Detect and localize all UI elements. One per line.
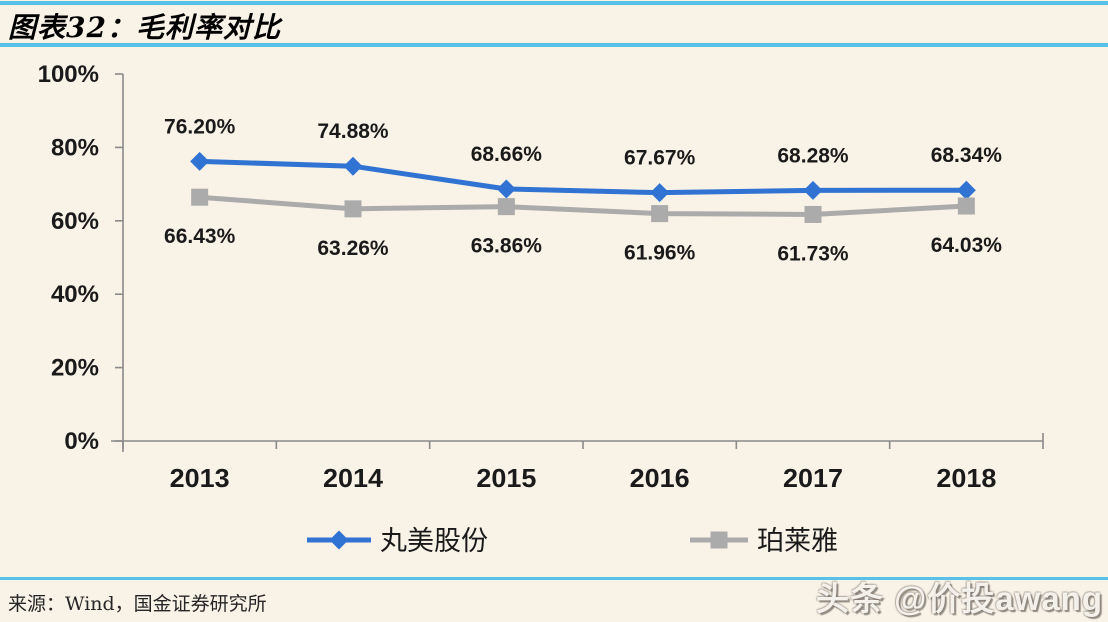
data-label: 68.66% [471,143,543,166]
figure-title: 图表32：毛利率对比 [8,11,281,44]
legend-label: 珀莱雅 [757,526,838,557]
y-tick-label: 0% [64,428,99,455]
x-axis-label: 2017 [783,463,843,493]
data-label: 68.34% [931,144,1003,167]
legend-marker-swatch [329,530,349,550]
data-point-marker [650,183,670,203]
series-1: 66.43% 63.26% 63.86% 61.96% 61.73% 64.03% [164,188,1003,265]
x-axis-label: 2013 [170,463,230,493]
data-point-marker [343,156,363,176]
data-label: 67.67% [624,147,696,170]
legend-item-0: 丸美股份 [307,526,488,557]
data-point-marker [191,188,209,206]
data-label: 61.73% [777,242,849,265]
header-bottom-rule [0,43,1108,47]
data-label: 76.20% [164,115,236,138]
data-point-marker [803,180,823,200]
y-tick-label: 40% [51,281,99,308]
data-label: 74.88% [317,120,389,143]
y-tick-label: 80% [51,134,99,161]
data-point-marker [651,205,669,223]
data-point-marker [497,198,515,216]
x-axis-label: 2014 [323,463,384,493]
x-axis-label: 2018 [936,463,996,493]
data-point-marker [956,180,976,200]
watermark: 头条 @价投awang [815,580,1103,617]
data-point-marker [804,205,822,223]
y-tick-label: 100% [38,61,99,88]
data-point-marker [957,197,975,215]
y-tick-label: 20% [51,355,99,382]
footer-rule [0,577,1108,580]
series-line-0 [197,158,969,196]
data-label: 63.26% [317,237,389,260]
data-label: 64.03% [931,234,1003,257]
source-note: 来源：Wind，国金证券研究所 [8,593,267,615]
series-line-1 [197,194,969,217]
x-axis-label: 2016 [630,463,690,493]
legend-item-1: 珀莱雅 [690,526,838,557]
header-top-rule [0,1,1108,5]
data-point-marker [344,200,362,218]
legend-label: 丸美股份 [380,526,488,557]
data-label: 63.86% [471,235,543,258]
data-point-marker [496,179,516,199]
y-tick-label: 60% [51,208,99,235]
series-0: 76.20% 74.88% 68.66% 67.67% 68.28% 68.34% [164,115,1003,203]
data-label: 68.28% [777,144,849,167]
data-point-marker [190,151,210,171]
legend-marker-swatch [710,531,728,549]
data-label: 61.96% [624,242,696,265]
x-axis-label: 2015 [476,463,536,493]
data-label: 66.43% [164,225,236,248]
